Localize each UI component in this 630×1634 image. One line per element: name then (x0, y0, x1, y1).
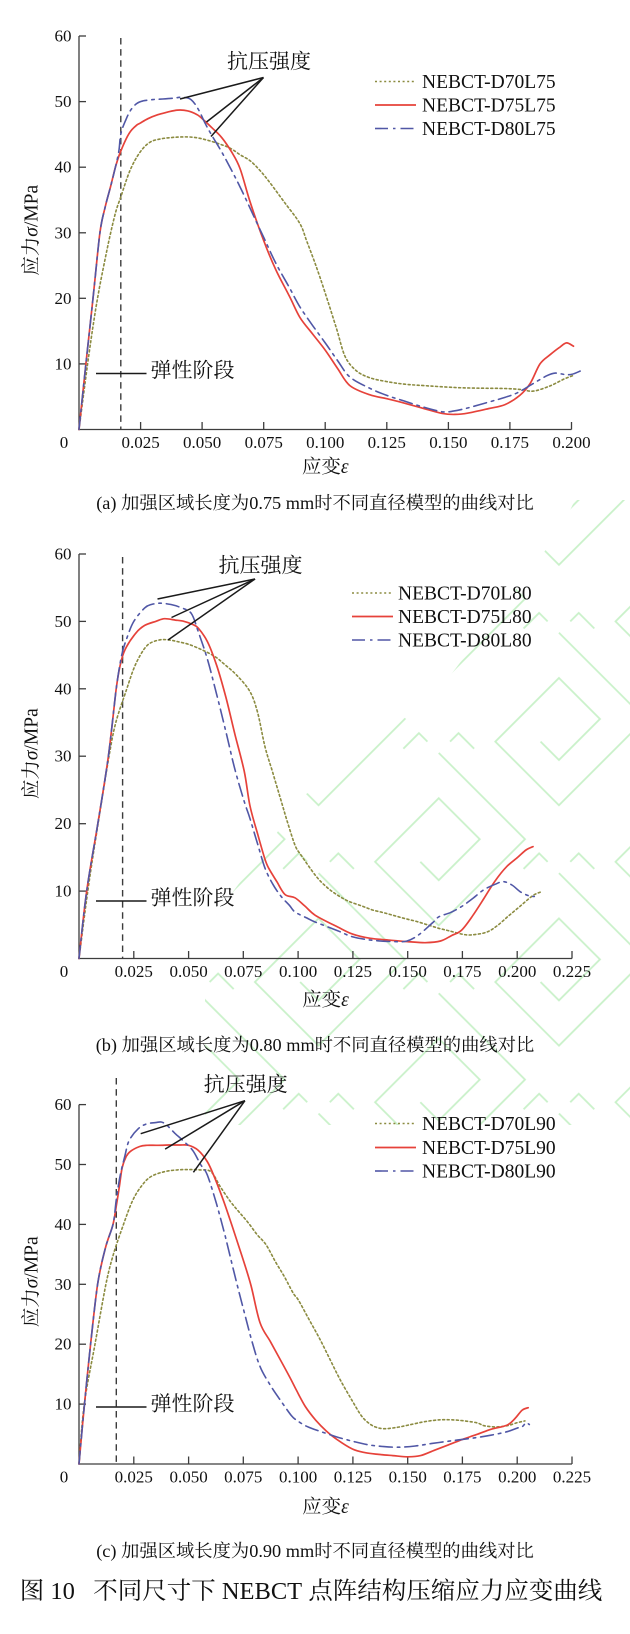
svg-text:0.025: 0.025 (115, 1468, 153, 1487)
svg-text:σ: σ (22, 226, 43, 237)
svg-text:10: 10 (55, 1395, 72, 1414)
svg-text:0.90 mm: 0.90 mm (249, 1541, 314, 1561)
svg-text:0.050: 0.050 (183, 433, 221, 452)
svg-text:40: 40 (55, 1215, 72, 1234)
svg-text:60: 60 (55, 1095, 72, 1114)
svg-text:0.075: 0.075 (224, 1468, 262, 1487)
svg-text:0: 0 (60, 433, 69, 452)
svg-text:σ: σ (22, 1277, 43, 1288)
svg-text:(a): (a) (96, 493, 121, 514)
svg-text:0.125: 0.125 (368, 433, 406, 452)
svg-text:(b): (b) (96, 1035, 122, 1056)
svg-text:ε: ε (341, 1497, 349, 1518)
svg-text:0.100: 0.100 (279, 962, 317, 981)
svg-text:40: 40 (55, 158, 72, 177)
svg-text:0.150: 0.150 (389, 1468, 427, 1487)
svg-text:0.200: 0.200 (498, 1468, 536, 1487)
svg-text:0.100: 0.100 (306, 433, 344, 452)
svg-text:0.100: 0.100 (279, 1468, 317, 1487)
svg-text:0.125: 0.125 (334, 962, 372, 981)
svg-text:60: 60 (55, 27, 72, 46)
svg-text:0.225: 0.225 (553, 962, 591, 981)
svg-text:0.075: 0.075 (224, 962, 262, 981)
svg-text:0.050: 0.050 (169, 962, 207, 981)
svg-text:30: 30 (55, 747, 72, 766)
svg-text:NEBCT-D80L80: NEBCT-D80L80 (398, 631, 532, 652)
svg-text:/MPa: /MPa (22, 1236, 43, 1279)
svg-text:ε: ε (341, 457, 349, 478)
svg-text:20: 20 (55, 814, 72, 833)
svg-text:50: 50 (55, 92, 72, 111)
svg-text:60: 60 (55, 545, 72, 564)
svg-text:NEBCT: NEBCT (216, 1578, 308, 1605)
svg-text:50: 50 (55, 1155, 72, 1174)
svg-text:0.225: 0.225 (553, 1468, 591, 1487)
svg-text:ε: ε (341, 990, 349, 1011)
svg-text:0.200: 0.200 (552, 433, 590, 452)
svg-text:NEBCT-D75L80: NEBCT-D75L80 (398, 607, 532, 628)
svg-text:0.175: 0.175 (443, 1468, 481, 1487)
svg-text:40: 40 (55, 679, 72, 698)
svg-text:0.125: 0.125 (334, 1468, 372, 1487)
svg-text:0.075: 0.075 (245, 433, 283, 452)
svg-text:0.150: 0.150 (429, 433, 467, 452)
svg-text:/MPa: /MPa (22, 184, 43, 227)
svg-text:10: 10 (44, 1578, 93, 1605)
svg-text:NEBCT-D80L75: NEBCT-D80L75 (422, 119, 556, 140)
svg-text:NEBCT-D70L80: NEBCT-D70L80 (398, 584, 532, 605)
svg-text:0: 0 (60, 962, 69, 981)
svg-text:20: 20 (55, 1335, 72, 1354)
svg-text:NEBCT-D70L75: NEBCT-D70L75 (422, 72, 556, 93)
svg-text:NEBCT-D70L90: NEBCT-D70L90 (422, 1114, 556, 1135)
svg-text:10: 10 (55, 354, 72, 373)
svg-text:0.175: 0.175 (443, 962, 481, 981)
svg-text:0.200: 0.200 (498, 962, 536, 981)
svg-text:NEBCT-D75L90: NEBCT-D75L90 (422, 1138, 556, 1159)
svg-text:10: 10 (55, 882, 72, 901)
svg-text:0.175: 0.175 (491, 433, 529, 452)
svg-text:0.050: 0.050 (169, 1468, 207, 1487)
svg-text:NEBCT-D80L90: NEBCT-D80L90 (422, 1162, 556, 1183)
svg-text:0.80 mm: 0.80 mm (250, 1035, 315, 1055)
svg-text:0: 0 (60, 1468, 69, 1487)
svg-text:NEBCT-D75L75: NEBCT-D75L75 (422, 96, 556, 117)
svg-text:30: 30 (55, 1275, 72, 1294)
svg-text:30: 30 (55, 223, 72, 242)
svg-text:0.150: 0.150 (389, 962, 427, 981)
svg-text:σ: σ (22, 749, 43, 760)
svg-text:0.75 mm: 0.75 mm (249, 493, 314, 513)
svg-text:0.025: 0.025 (115, 962, 153, 981)
svg-text:50: 50 (55, 612, 72, 631)
svg-text:20: 20 (55, 289, 72, 308)
svg-text:(c): (c) (96, 1541, 121, 1562)
svg-text:0.025: 0.025 (121, 433, 159, 452)
svg-text:/MPa: /MPa (22, 708, 43, 751)
